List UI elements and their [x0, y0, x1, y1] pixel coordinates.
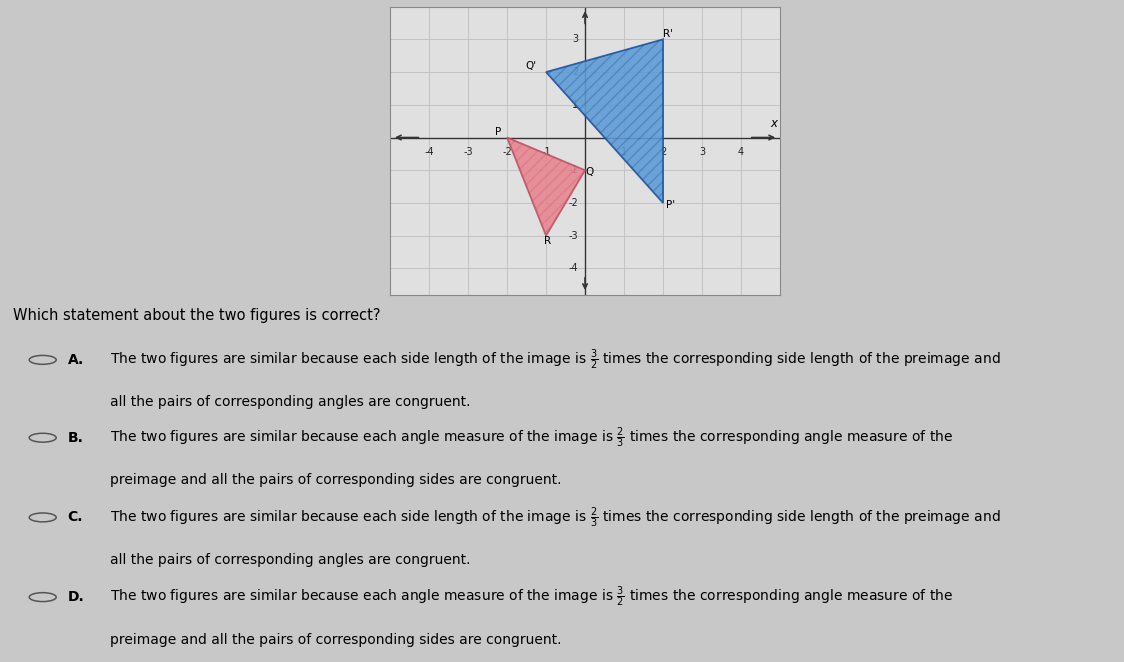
- Text: -1: -1: [569, 166, 578, 175]
- Text: B.: B.: [67, 431, 83, 445]
- Text: R': R': [663, 29, 673, 40]
- Polygon shape: [546, 39, 663, 203]
- Text: -4: -4: [424, 147, 434, 157]
- Text: Q: Q: [586, 167, 593, 177]
- Text: Q': Q': [526, 61, 537, 71]
- Text: -1: -1: [542, 147, 551, 157]
- Text: 1: 1: [620, 147, 627, 157]
- Text: preimage and all the pairs of corresponding sides are congruent.: preimage and all the pairs of correspond…: [110, 633, 562, 647]
- Text: 1: 1: [572, 100, 578, 110]
- Text: -2: -2: [502, 147, 511, 157]
- Text: C.: C.: [67, 510, 83, 524]
- Text: Which statement about the two figures is correct?: Which statement about the two figures is…: [13, 308, 381, 323]
- Text: x: x: [771, 117, 778, 130]
- Text: R: R: [544, 236, 552, 246]
- Text: 2: 2: [660, 147, 667, 157]
- Text: The two figures are similar because each side length of the image is $\frac{3}{2: The two figures are similar because each…: [110, 348, 1000, 372]
- Text: -4: -4: [569, 263, 578, 273]
- Text: -2: -2: [569, 198, 578, 208]
- Text: -3: -3: [463, 147, 473, 157]
- Polygon shape: [507, 138, 584, 236]
- Text: 4: 4: [738, 147, 744, 157]
- Text: 2: 2: [572, 67, 578, 77]
- Text: 3: 3: [699, 147, 705, 157]
- Text: all the pairs of corresponding angles are congruent.: all the pairs of corresponding angles ar…: [110, 553, 471, 567]
- Text: 3: 3: [572, 34, 578, 44]
- Text: The two figures are similar because each angle measure of the image is $\frac{2}: The two figures are similar because each…: [110, 426, 953, 450]
- Text: preimage and all the pairs of corresponding sides are congruent.: preimage and all the pairs of correspond…: [110, 473, 562, 487]
- Text: The two figures are similar because each angle measure of the image is $\frac{3}: The two figures are similar because each…: [110, 585, 953, 609]
- Text: A.: A.: [67, 353, 83, 367]
- Text: P: P: [496, 126, 501, 136]
- Text: P': P': [665, 200, 674, 210]
- Text: The two figures are similar because each side length of the image is $\frac{2}{3: The two figures are similar because each…: [110, 505, 1000, 530]
- Text: all the pairs of corresponding angles are congruent.: all the pairs of corresponding angles ar…: [110, 395, 471, 410]
- Text: D.: D.: [67, 590, 84, 604]
- Text: -3: -3: [569, 230, 578, 241]
